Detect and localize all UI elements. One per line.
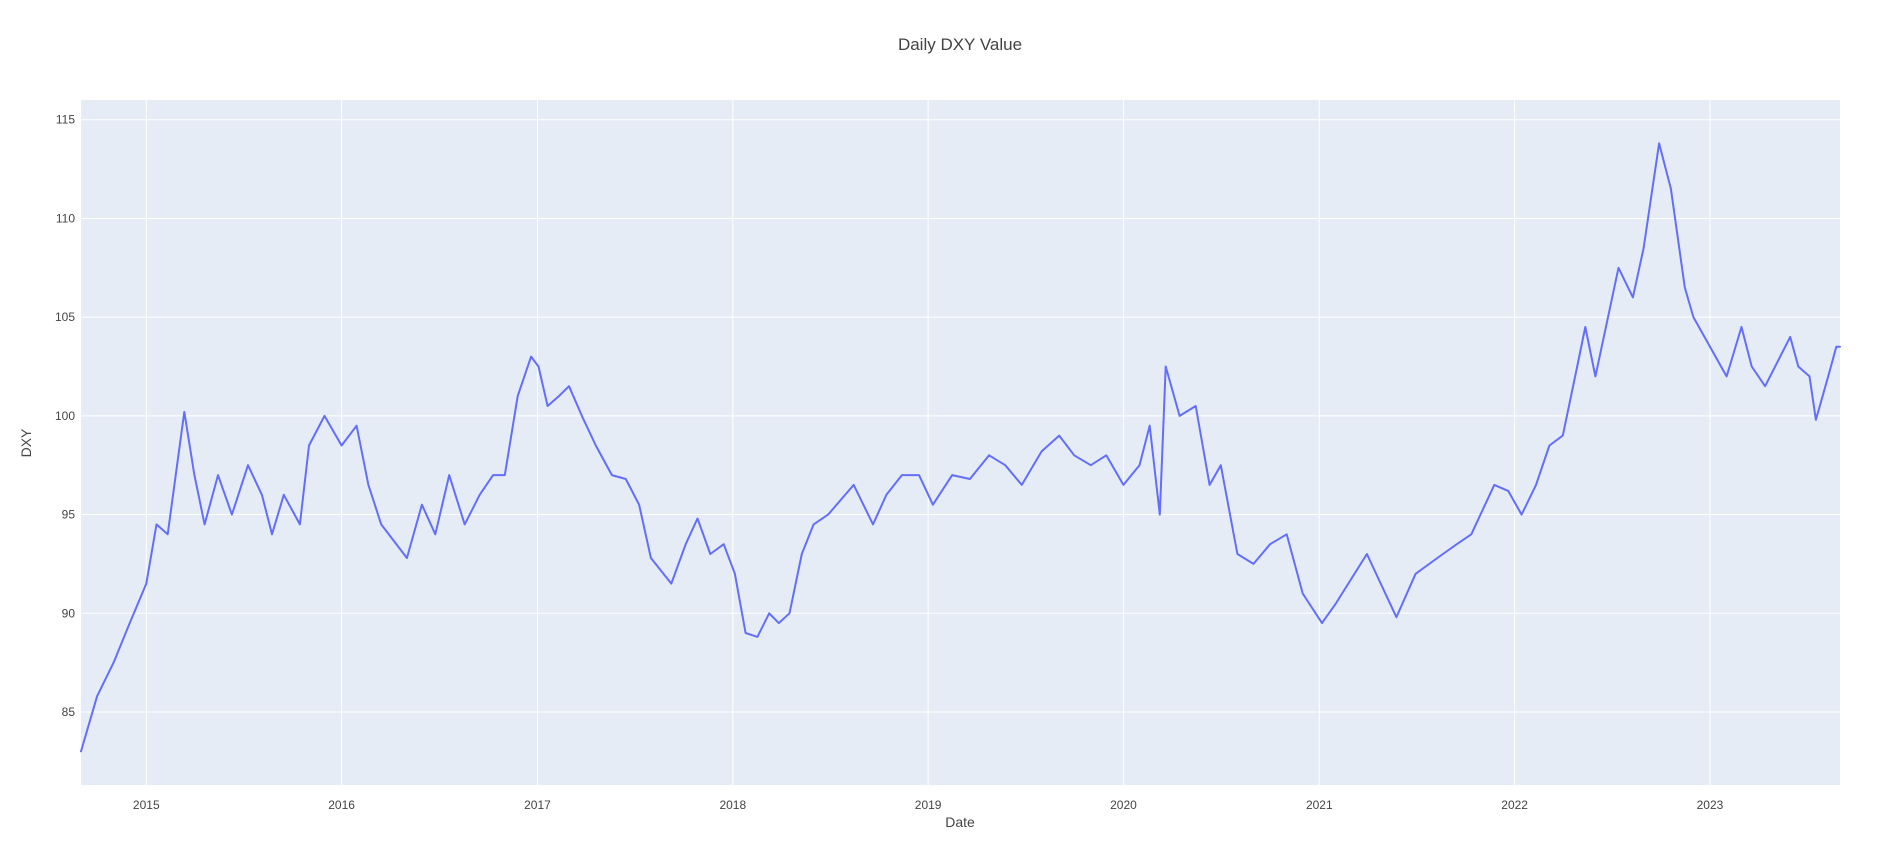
- plot-background: [81, 100, 1840, 785]
- x-tick-label-2015: 2015: [133, 798, 160, 812]
- chart-title: Daily DXY Value: [898, 35, 1022, 54]
- y-tick-label-95: 95: [62, 508, 76, 522]
- grid-lines: [81, 100, 1840, 785]
- x-tick-label-2020: 2020: [1110, 798, 1137, 812]
- y-tick-label-90: 90: [62, 606, 76, 620]
- y-tick-label-100: 100: [55, 409, 75, 423]
- x-tick-label-2023: 2023: [1697, 798, 1724, 812]
- y-tick-label-105: 105: [55, 310, 75, 324]
- x-tick-label-2021: 2021: [1306, 798, 1333, 812]
- x-tick-label-2017: 2017: [524, 798, 551, 812]
- y-tick-label-85: 85: [62, 705, 76, 719]
- x-tick-label-2019: 2019: [915, 798, 942, 812]
- series-line-dxy: [80, 142, 1841, 753]
- y-axis-title: DXY: [18, 428, 34, 457]
- y-axis-ticks: 85 90 95 100 105 110 115: [55, 113, 75, 719]
- x-axis-title: Date: [945, 814, 975, 830]
- x-tick-label-2018: 2018: [719, 798, 746, 812]
- x-axis-ticks: 2015 2016 2017 2018 2019 2020 2021 2022 2023: [133, 798, 1724, 812]
- y-tick-label-115: 115: [56, 113, 75, 127]
- x-tick-label-2022: 2022: [1501, 798, 1528, 812]
- x-tick-label-2016: 2016: [328, 798, 355, 812]
- series-layer: [80, 142, 1841, 753]
- y-tick-label-110: 110: [56, 211, 75, 225]
